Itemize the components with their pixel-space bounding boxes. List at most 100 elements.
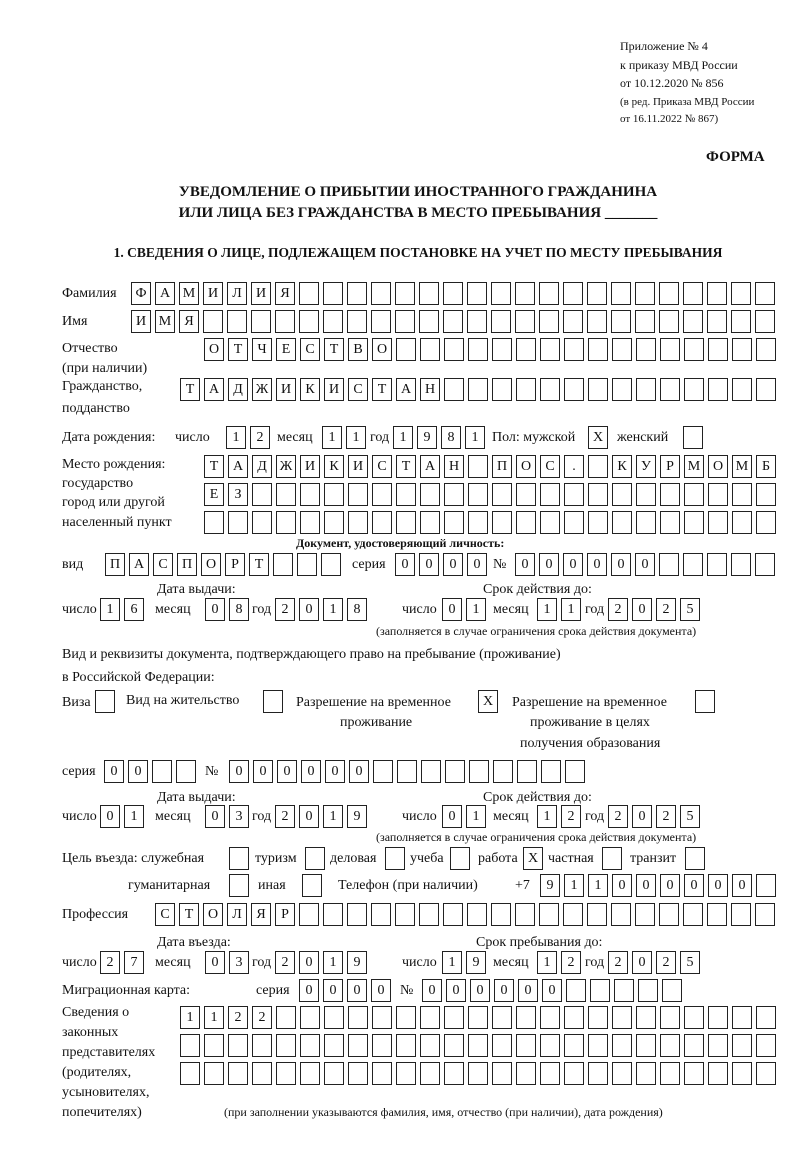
p-work-cell[interactable]: X [523, 847, 543, 870]
stay-until-month-cell[interactable]: 2 [561, 951, 581, 974]
reps2-cell[interactable] [636, 1034, 656, 1057]
reps2-cell[interactable] [444, 1034, 464, 1057]
patronymic-cell[interactable] [492, 338, 512, 361]
reps1-cell[interactable] [636, 1006, 656, 1029]
doc-issue-day-cell[interactable]: 6 [124, 598, 144, 621]
stay-issue-day-cell[interactable]: 1 [124, 805, 144, 828]
birthplace1-cell[interactable] [468, 455, 488, 478]
doc-kind-cell[interactable]: О [201, 553, 221, 576]
profession-cell[interactable] [443, 903, 463, 926]
reps3-cell[interactable] [564, 1062, 584, 1085]
patronymic-cell[interactable] [540, 338, 560, 361]
phone-cell[interactable] [756, 874, 776, 897]
doc-number-cell[interactable]: 0 [539, 553, 559, 576]
visa-cell[interactable] [95, 690, 115, 713]
reps2-cell[interactable] [420, 1034, 440, 1057]
surname-cell[interactable] [419, 282, 439, 305]
doc-series-cell[interactable]: 0 [395, 553, 415, 576]
citizenship-cell[interactable] [732, 378, 752, 401]
reps1-cell[interactable] [564, 1006, 584, 1029]
reps2-cell[interactable] [204, 1034, 224, 1057]
profession-cell[interactable] [635, 903, 655, 926]
citizenship-cell[interactable] [540, 378, 560, 401]
surname-cell[interactable] [347, 282, 367, 305]
citizenship-cell[interactable] [468, 378, 488, 401]
reps1-cell[interactable] [324, 1006, 344, 1029]
doc-issue-month-cell[interactable]: 0 [205, 598, 225, 621]
birth-month-cell[interactable]: 1 [322, 426, 342, 449]
doc-number-cell[interactable] [755, 553, 775, 576]
citizenship-cell[interactable]: Ж [252, 378, 272, 401]
stay-valid-day-cell[interactable]: 1 [466, 805, 486, 828]
birthplace2-cell[interactable] [468, 483, 488, 506]
patronymic-cell[interactable] [396, 338, 416, 361]
phone-cell[interactable]: 0 [684, 874, 704, 897]
name-cell[interactable] [659, 310, 679, 333]
mc-number-cell[interactable] [566, 979, 586, 1002]
patronymic-cell[interactable] [636, 338, 656, 361]
patronymic-cell[interactable] [756, 338, 776, 361]
stay-issue-year-cell[interactable]: 0 [299, 805, 319, 828]
entry-day-cell[interactable]: 7 [124, 951, 144, 974]
profession-cell[interactable] [515, 903, 535, 926]
reps1-cell[interactable] [708, 1006, 728, 1029]
birthplace1-cell[interactable]: О [516, 455, 536, 478]
stay-number-cell[interactable] [469, 760, 489, 783]
reps2-cell[interactable] [252, 1034, 272, 1057]
doc-kind-cell[interactable] [321, 553, 341, 576]
mc-number-cell[interactable] [614, 979, 634, 1002]
profession-cell[interactable] [299, 903, 319, 926]
birthplace3-cell[interactable] [468, 511, 488, 534]
profession-cell[interactable] [587, 903, 607, 926]
birthplace3-cell[interactable] [396, 511, 416, 534]
stay-until-month-cell[interactable]: 1 [537, 951, 557, 974]
stay-issue-year-cell[interactable]: 9 [347, 805, 367, 828]
surname-cell[interactable]: И [203, 282, 223, 305]
birthplace1-cell[interactable]: Ж [276, 455, 296, 478]
doc-valid-year-cell[interactable]: 2 [608, 598, 628, 621]
doc-kind-cell[interactable]: С [153, 553, 173, 576]
stay-issue-month-cell[interactable]: 0 [205, 805, 225, 828]
stay-valid-year-cell[interactable]: 2 [608, 805, 628, 828]
birthplace2-cell[interactable] [396, 483, 416, 506]
birth-year-cell[interactable]: 8 [441, 426, 461, 449]
profession-cell[interactable] [611, 903, 631, 926]
reps3-cell[interactable] [516, 1062, 536, 1085]
patronymic-cell[interactable] [660, 338, 680, 361]
doc-number-cell[interactable]: 0 [563, 553, 583, 576]
birthplace1-cell[interactable]: А [228, 455, 248, 478]
birthplace2-cell[interactable] [420, 483, 440, 506]
stay-until-day-cell[interactable]: 9 [466, 951, 486, 974]
phone-cell[interactable]: 0 [732, 874, 752, 897]
stay-valid-year-cell[interactable]: 2 [656, 805, 676, 828]
trp-cell[interactable]: X [478, 690, 498, 713]
reps2-cell[interactable] [612, 1034, 632, 1057]
doc-issue-year-cell[interactable]: 2 [275, 598, 295, 621]
name-cell[interactable] [491, 310, 511, 333]
birthplace1-cell[interactable]: Б [756, 455, 776, 478]
doc-number-cell[interactable] [707, 553, 727, 576]
name-cell[interactable] [515, 310, 535, 333]
birthplace1-cell[interactable]: П [492, 455, 512, 478]
reps2-cell[interactable] [180, 1034, 200, 1057]
profession-cell[interactable]: Т [179, 903, 199, 926]
citizenship-cell[interactable]: С [348, 378, 368, 401]
mc-number-cell[interactable]: 0 [494, 979, 514, 1002]
entry-day-cell[interactable]: 2 [100, 951, 120, 974]
surname-cell[interactable]: Ф [131, 282, 151, 305]
birthplace2-cell[interactable] [276, 483, 296, 506]
doc-valid-year-cell[interactable]: 5 [680, 598, 700, 621]
doc-valid-day-cell[interactable]: 1 [466, 598, 486, 621]
p-official-cell[interactable] [229, 847, 249, 870]
stay-number-cell[interactable] [493, 760, 513, 783]
p-other-cell[interactable] [302, 874, 322, 897]
citizenship-cell[interactable] [636, 378, 656, 401]
patronymic-cell[interactable]: Т [228, 338, 248, 361]
reps1-cell[interactable]: 2 [252, 1006, 272, 1029]
reps1-cell[interactable] [300, 1006, 320, 1029]
birthplace1-cell[interactable]: С [372, 455, 392, 478]
citizenship-cell[interactable]: К [300, 378, 320, 401]
patronymic-cell[interactable]: В [348, 338, 368, 361]
surname-cell[interactable] [683, 282, 703, 305]
phone-cell[interactable]: 1 [564, 874, 584, 897]
